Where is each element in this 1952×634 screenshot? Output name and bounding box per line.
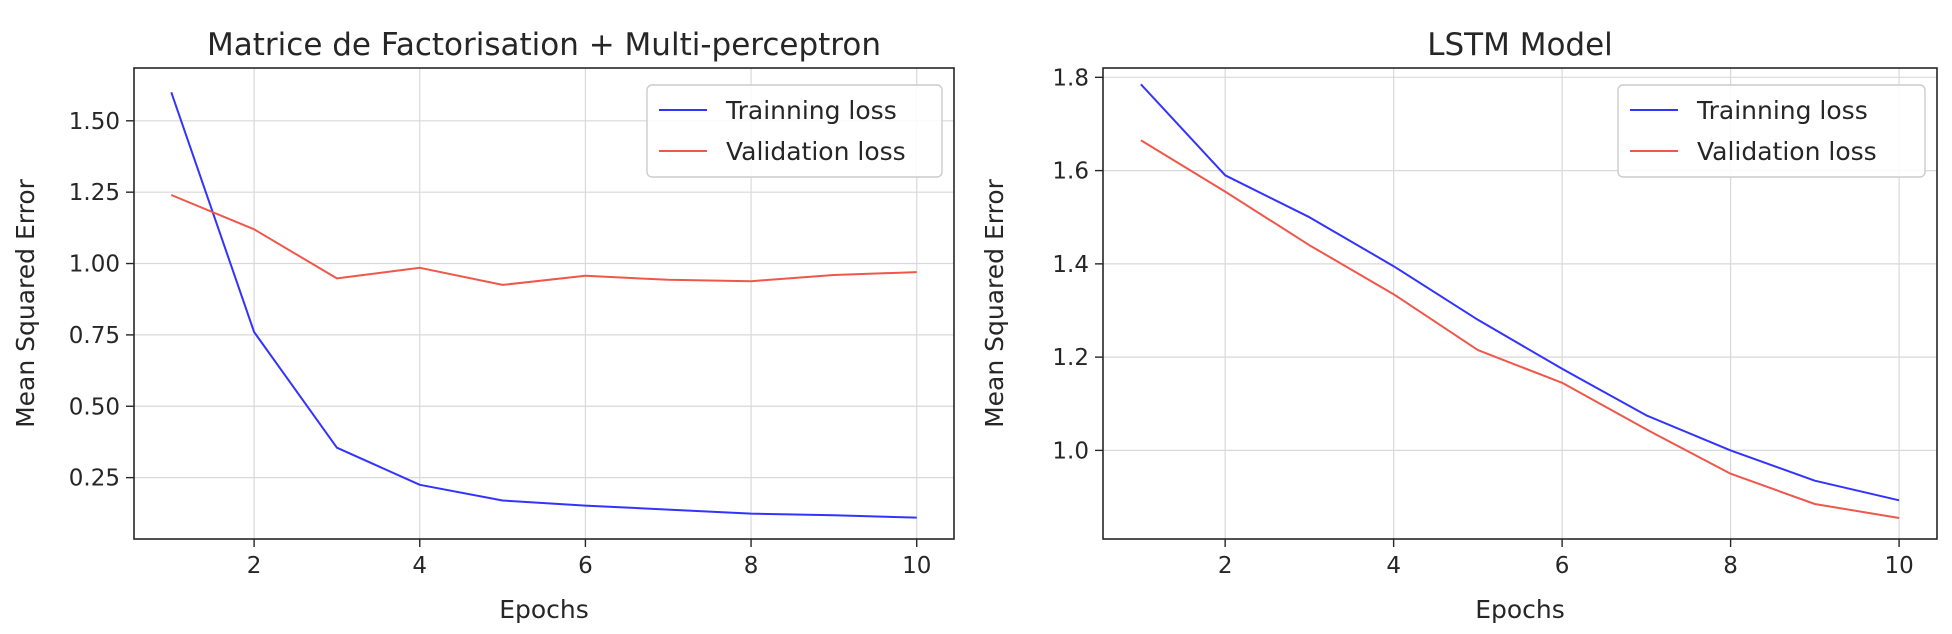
x-tick-label: 6	[1555, 553, 1570, 579]
y-tick-label: 1.6	[1052, 159, 1089, 185]
y-tick-label: 1.8	[1052, 65, 1089, 91]
x-tick-label: 4	[1386, 553, 1401, 579]
x-tick-label: 2	[247, 553, 262, 579]
x-tick-label: 10	[1884, 553, 1913, 579]
legend-label-validation: Validation loss	[726, 137, 906, 166]
y-tick-label: 1.2	[1052, 345, 1089, 371]
series-line-training	[170, 91, 917, 519]
chart-1: 2 4 6 8 10 0.25 0.50 0.75 1.00 1.25 1.50 Matrice de…	[11, 27, 955, 624]
x-tick-label: 8	[1723, 553, 1738, 579]
x-tick-label: 10	[902, 553, 931, 579]
series-line-training	[1140, 83, 1900, 502]
y-tick-label: 1.4	[1052, 252, 1089, 278]
x-tick-label: 8	[744, 553, 759, 579]
legend-label-training: Trainning loss	[1696, 96, 1868, 125]
legend: Trainning loss Validation loss	[1617, 84, 1926, 178]
x-tick-label: 6	[578, 553, 593, 579]
legend-box	[1617, 84, 1926, 178]
series-line-validation	[170, 194, 917, 286]
x-axis-label: Epochs	[499, 595, 589, 624]
y-tick-label: 0.75	[69, 323, 120, 349]
x-tick-label: 2	[1218, 553, 1233, 579]
series-line-validation	[1140, 139, 1900, 519]
legend-label-training: Trainning loss	[725, 96, 897, 125]
chart-title: LSTM Model	[1427, 27, 1613, 63]
chart-2: 2 4 6 8 10 1.0 1.2 1.4 1.6 1.8 LSTM Model Epochs Mea…	[980, 27, 1938, 624]
x-axis-label: Epochs	[1475, 595, 1565, 624]
plot-frame	[133, 67, 955, 540]
y-axis-label: Mean Squared Error	[11, 178, 40, 428]
y-tick-label: 1.25	[69, 180, 120, 206]
legend-label-validation: Validation loss	[1697, 137, 1877, 166]
legend: Trainning loss Validation loss	[646, 84, 943, 178]
y-tick-label: 1.0	[1052, 438, 1089, 464]
x-tick-label: 4	[412, 553, 427, 579]
y-axis-label: Mean Squared Error	[980, 178, 1009, 428]
plot-frame	[1102, 67, 1938, 540]
y-tick-label: 0.50	[69, 394, 120, 420]
y-tick-label: 1.50	[69, 109, 120, 135]
y-tick-label: 0.25	[69, 466, 120, 492]
chart-title: Matrice de Factorisation + Multi-percept…	[207, 27, 881, 63]
y-tick-label: 1.00	[69, 252, 120, 278]
legend-box	[646, 84, 943, 178]
